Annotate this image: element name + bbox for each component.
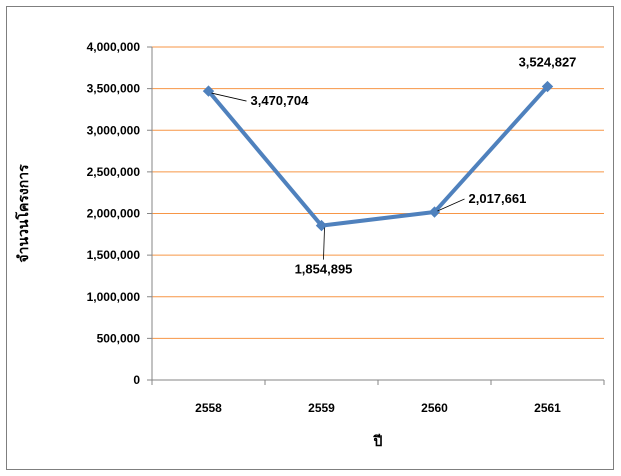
series-group	[202, 80, 554, 232]
data-labels: 3,470,704 1,854,895 2,017,661 3,524,827	[211, 55, 577, 277]
y-tick-label: 1,000,000	[87, 290, 141, 304]
data-label: 1,854,895	[295, 262, 353, 277]
x-tick-label: 2559	[308, 401, 335, 415]
series-line	[206, 85, 549, 228]
data-point	[315, 219, 328, 232]
y-tick-label: 4,000,000	[87, 40, 141, 54]
y-tick-label: 3,000,000	[87, 123, 141, 137]
y-axis-title: จำนวนโครงการ	[14, 164, 31, 263]
x-tick-label: 2558	[195, 401, 222, 415]
data-point	[541, 80, 554, 93]
x-tick-label: 2561	[534, 401, 561, 415]
data-label: 2,017,661	[469, 191, 527, 206]
label-leader-line	[211, 92, 247, 102]
x-axis-title: ปี	[372, 433, 382, 449]
data-point	[428, 206, 441, 218]
data-label: 3,470,704	[251, 93, 310, 108]
axes	[147, 46, 605, 385]
y-tick-label: 500,000	[97, 331, 141, 345]
data-label: 3,524,827	[519, 55, 577, 70]
y-tick-label: 2,000,000	[87, 207, 141, 221]
y-tick-labels: 0 500,000 1,000,000 1,500,000 2,000,000 2,500…	[87, 40, 141, 387]
y-tick-label: 2,500,000	[87, 165, 141, 179]
y-tick-label: 3,500,000	[87, 82, 141, 96]
y-tick-label: 1,500,000	[87, 248, 141, 262]
x-tick-label: 2560	[421, 401, 448, 415]
data-point	[202, 85, 215, 97]
label-leader-line	[323, 227, 325, 260]
y-tick-label: 0	[133, 373, 140, 387]
chart-frame	[6, 6, 614, 470]
label-leader-line	[437, 198, 465, 212]
x-tick-labels: 2558 2559 2560 2561	[195, 401, 561, 415]
gridlines	[152, 46, 604, 339]
